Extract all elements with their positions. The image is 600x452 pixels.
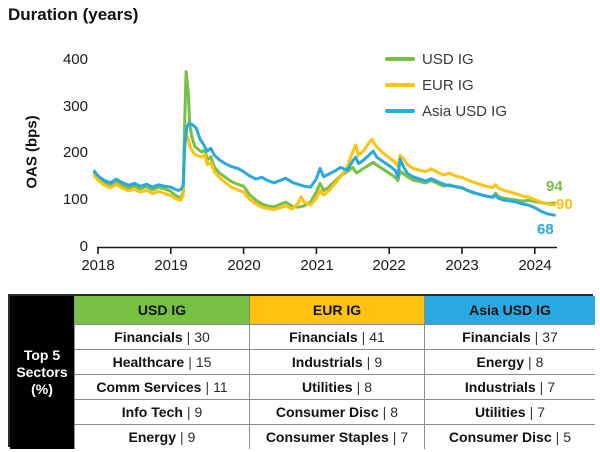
table-cell: Info Tech | 9 [74,399,249,424]
table-cell: Consumer Disc | 8 [249,399,424,424]
sector-value: 8 [364,379,372,395]
table-cell: Utilities | 8 [249,374,424,399]
x-tick-2023: 2023 [445,257,479,274]
sector-value: 37 [542,329,558,345]
sector-name: Financials [114,329,183,345]
sector-name: Info Tech [121,404,183,420]
sector-name: Energy [476,354,525,370]
table-cell: Healthcare | 15 [74,349,249,374]
chart-legend: USD IG EUR IG Asia USD IG [385,46,507,124]
separator: | [205,379,210,395]
sector-name: Financials [462,329,531,345]
separator: | [361,329,366,345]
separator: | [186,404,191,420]
sector-name: Consumer Staples [265,429,389,445]
separator: | [186,329,191,345]
y-tick-100: 100 [62,191,88,208]
sector-name: Consumer Disc [448,429,552,445]
x-tick-2022: 2022 [372,257,406,274]
x-tick-2019: 2019 [154,257,188,274]
y-tick-200: 200 [62,144,88,161]
table-cell: Financials | 30 [74,324,249,349]
x-tick-2021: 2021 [300,257,334,274]
table-cell: Financials | 37 [424,324,595,349]
separator: | [528,354,532,370]
oas-line-chart [92,70,557,254]
table-cell: Financials | 41 [249,324,424,349]
sector-name: Utilities [474,404,526,420]
sector-value: 7 [547,379,556,395]
sector-value: 8 [535,354,544,370]
y-tick-0: 0 [79,238,88,255]
separator: | [180,429,184,445]
y-tick-400: 400 [62,51,88,68]
legend-item-usd-ig: USD IG [385,46,507,72]
corner-line-3: (%) [31,380,53,397]
table-cell: Energy | 8 [424,349,595,374]
sector-value: 15 [195,354,212,370]
separator: | [529,404,534,420]
table-cell: Consumer Disc | 5 [424,424,595,449]
separator: | [555,429,560,445]
sector-value: 11 [213,379,228,395]
table-cell: Industrials | 9 [249,349,424,374]
usd-ig-line-swatch [385,57,415,61]
legend-label: EUR IG [422,76,474,94]
sector-name: Utilities [301,379,353,395]
sector-value: 9 [374,354,383,370]
legend-item-eur-ig: EUR IG [385,72,507,98]
legend-label: USD IG [422,50,474,68]
sector-name: Industrials [464,379,536,395]
table-cell: Consumer Staples | 7 [249,424,424,449]
sector-value: 9 [187,429,196,445]
asia-usd-ig-line-swatch [385,109,415,113]
eur-ig-line [92,133,556,212]
x-tick-2020: 2020 [227,257,261,274]
end-label-usd-ig: 94 [546,178,563,195]
separator: | [356,379,361,395]
sector-name: Industrials [291,354,363,370]
table-cell: Comm Services | 11 [74,374,249,399]
separator: | [366,354,371,370]
sector-value: 7 [400,429,409,445]
sector-name: Consumer Disc [275,404,379,420]
sector-value: 30 [194,329,210,345]
top5-sectors-table: Top 5 Sectors (%) USD IG EUR IG Asia USD… [8,294,595,449]
y-axis-title: OAS (bps) [23,115,41,189]
sector-name: Energy [128,429,177,445]
end-label-asia-usd-ig: 68 [537,221,554,238]
sector-value: 5 [563,429,572,445]
corner-line-2: Sectors [16,364,68,381]
separator: | [382,404,387,420]
x-tick-2018: 2018 [81,257,115,274]
separator: | [188,354,192,370]
legend-label: Asia USD IG [422,102,508,120]
sector-name: Financials [289,329,358,345]
separator: | [539,379,544,395]
end-label-eur-ig: 90 [556,196,573,213]
table-header-asia-usd-ig: Asia USD IG [424,296,595,324]
eur-ig-line-swatch [385,83,415,87]
sector-value: 8 [390,404,399,420]
table-cell: Industrials | 7 [424,374,595,399]
sector-value: 7 [537,404,545,420]
table-header-usd-ig: USD IG [74,296,249,324]
table-cell: Energy | 9 [74,424,249,449]
y-tick-300: 300 [62,98,88,115]
page-title: Duration (years) [8,5,139,24]
separator: | [534,329,539,345]
corner-line-1: Top 5 [23,347,61,364]
separator: | [392,429,397,445]
table-cell: Utilities | 7 [424,399,595,424]
legend-item-asia-usd-ig: Asia USD IG [385,98,507,124]
x-tick-2024: 2024 [518,257,552,274]
sector-value: 41 [369,329,385,345]
table-header-eur-ig: EUR IG [249,296,424,324]
table-corner-label: Top 5 Sectors (%) [10,296,74,449]
sector-value: 9 [194,404,203,420]
sector-name: Comm Services [96,379,202,395]
sector-name: Healthcare [112,354,185,370]
asia-usd-ig-line [92,121,556,217]
